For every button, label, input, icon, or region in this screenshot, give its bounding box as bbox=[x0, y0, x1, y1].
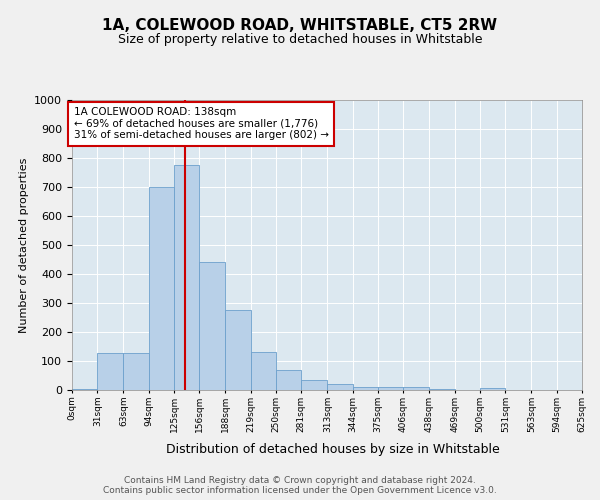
Bar bbox=[403, 387, 430, 390]
Bar bbox=[72, 388, 97, 390]
Text: Distribution of detached houses by size in Whitstable: Distribution of detached houses by size … bbox=[166, 442, 500, 456]
Bar bbox=[301, 380, 328, 390]
Bar bbox=[149, 187, 174, 390]
Bar bbox=[97, 353, 124, 390]
Text: 1A COLEWOOD ROAD: 138sqm
← 69% of detached houses are smaller (1,776)
31% of sem: 1A COLEWOOD ROAD: 138sqm ← 69% of detach… bbox=[74, 108, 329, 140]
Bar bbox=[199, 262, 226, 390]
Bar bbox=[276, 370, 301, 390]
Bar bbox=[226, 310, 251, 390]
Bar bbox=[251, 352, 276, 390]
Bar bbox=[174, 166, 199, 390]
Y-axis label: Number of detached properties: Number of detached properties bbox=[19, 158, 29, 332]
Bar bbox=[430, 388, 455, 390]
Text: Contains HM Land Registry data © Crown copyright and database right 2024.
Contai: Contains HM Land Registry data © Crown c… bbox=[103, 476, 497, 495]
Bar bbox=[328, 384, 353, 390]
Bar bbox=[480, 388, 505, 390]
Text: 1A, COLEWOOD ROAD, WHITSTABLE, CT5 2RW: 1A, COLEWOOD ROAD, WHITSTABLE, CT5 2RW bbox=[103, 18, 497, 32]
Bar bbox=[378, 387, 403, 390]
Bar bbox=[353, 387, 378, 390]
Bar bbox=[124, 353, 149, 390]
Text: Size of property relative to detached houses in Whitstable: Size of property relative to detached ho… bbox=[118, 32, 482, 46]
